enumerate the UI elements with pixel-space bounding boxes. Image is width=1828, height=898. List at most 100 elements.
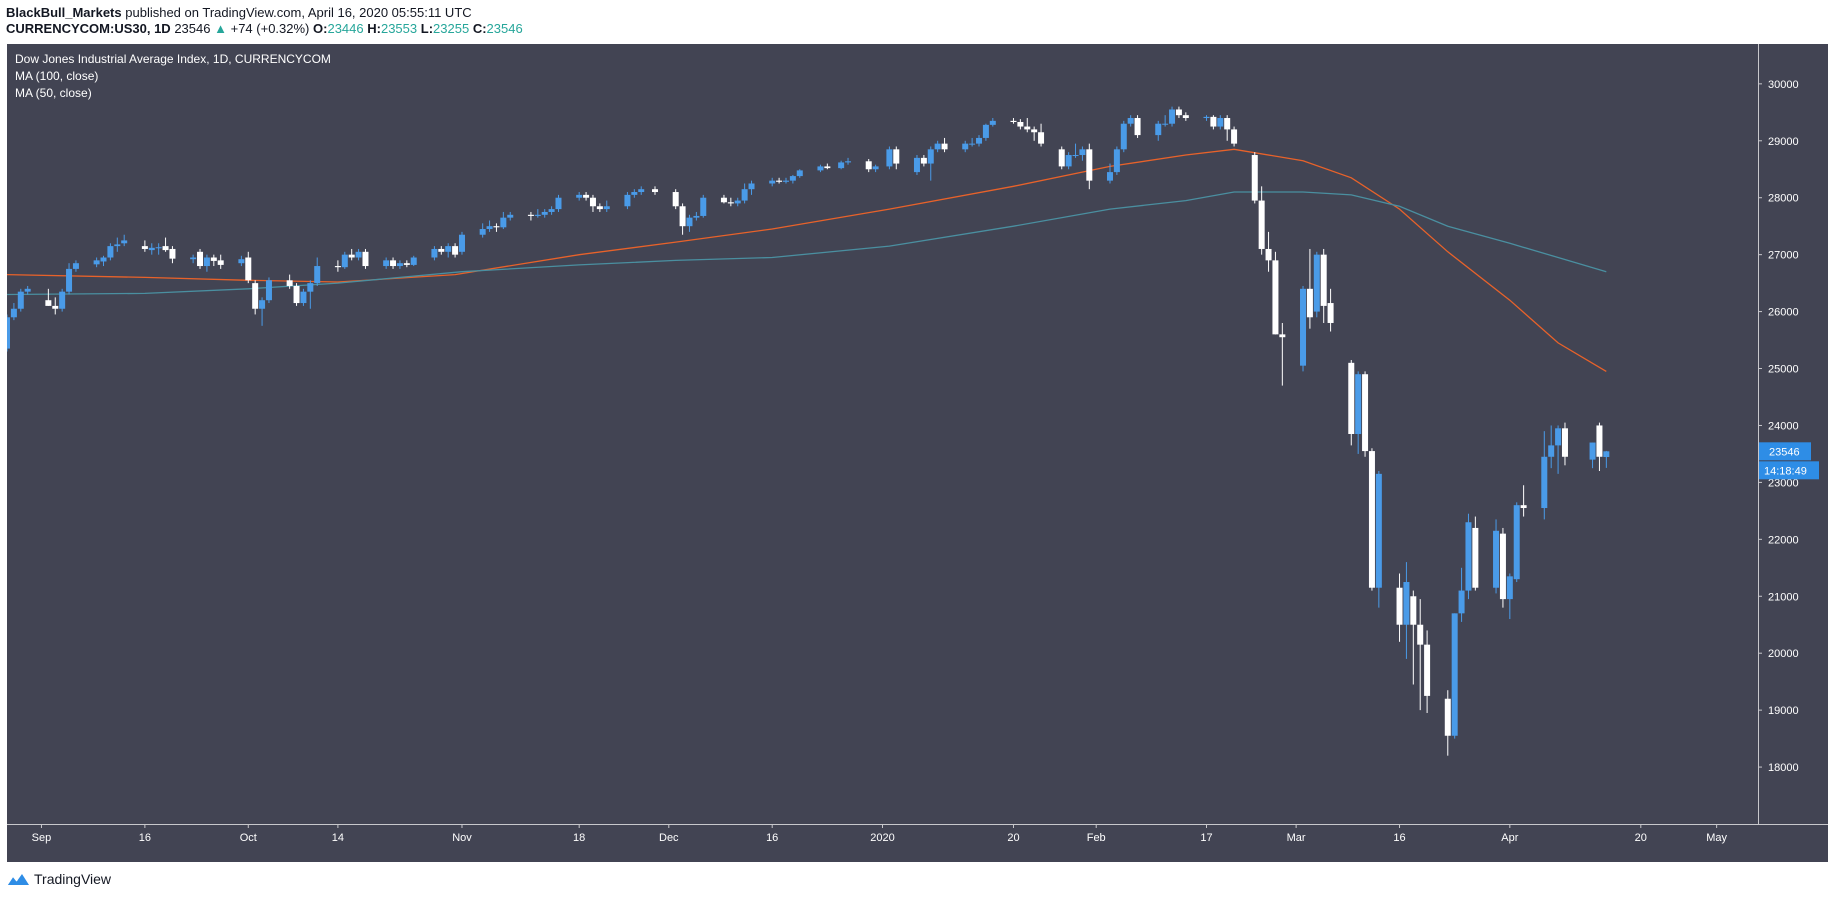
candle-down [1417,624,1424,645]
candle-up [1513,505,1520,580]
countdown-badge [1759,461,1819,480]
candle-up [1079,149,1086,156]
ma100-line [6,191,1607,296]
candle-up [741,189,748,201]
candle-up [72,263,79,269]
candle-down [438,248,445,252]
candle-up [1589,442,1596,460]
candle-down [197,251,204,267]
candle-up [300,291,307,304]
candle-down [348,254,355,258]
candle-up [24,288,31,292]
candle-down [1058,149,1065,167]
candle-down [527,214,534,216]
price-axis[interactable]: 18000 19000 20000 21000 22000 23000 24000 25000… [1758,79,1799,774]
candle-up [603,206,610,210]
candle-up [548,209,555,212]
tradingview-logo[interactable]: TradingView [6,871,111,887]
price-tick-label: 21000 [1768,591,1799,603]
candle-up [66,268,73,292]
candle-up [1106,172,1113,181]
candle-up [265,280,272,301]
candle-up [486,226,493,230]
tradingview-logo-icon [6,874,29,886]
legend-ma50[interactable]: MA (50, close) [15,86,92,100]
candle-up [838,162,845,169]
candle-up [10,308,17,318]
candle-up [59,291,66,309]
candle-down [727,202,734,204]
candle-down [672,192,679,207]
time-tick-label: 17 [1200,832,1212,844]
candle-down [1010,120,1017,122]
publisher-name[interactable]: BlackBull_Markets [6,5,122,20]
candle-up [479,229,486,235]
candle-down [1396,587,1403,625]
candle-up [1072,155,1079,157]
legend-ma100[interactable]: MA (100, close) [15,69,98,83]
candle-down [1410,596,1417,625]
candle-down [679,206,686,227]
candle-down [252,283,259,309]
symbol-label[interactable]: CURRENCYCOM:US30, 1D [6,21,171,36]
candle-up [238,259,245,264]
candle-down [596,206,603,210]
candle-down [293,285,300,304]
candle-down [1231,129,1238,144]
time-tick-label: Sep [32,832,52,844]
open-label: O: [313,21,328,36]
candle-down [45,300,52,306]
candle-down [141,246,148,249]
candle-up [190,257,197,260]
candle-down [1520,505,1527,509]
candle-down [865,161,872,170]
candle-up [458,234,465,252]
candle-down [403,263,410,265]
candle-up [1541,456,1548,509]
open-value: 23446 [327,21,364,36]
price-tick-label: 19000 [1768,705,1799,717]
candle-up [431,248,438,258]
candle-down [920,157,927,164]
candlestick-chart[interactable]: 18000 19000 20000 21000 22000 23000 24000 25000… [4,44,1828,862]
chart-area[interactable]: 18000 19000 20000 21000 22000 23000 24000 25000… [4,44,1828,862]
candle-down [334,266,341,268]
candle-up [700,197,707,216]
price-tick-label: 25000 [1768,364,1799,376]
price-tick-label: 24000 [1768,420,1799,432]
price-change: +74 (+0.32%) [230,21,310,36]
time-tick-label: Feb [1087,832,1106,844]
candle-up [396,263,403,267]
candle-down [720,197,727,203]
candle-down [1017,122,1024,127]
time-tick-label: Apr [1501,832,1518,844]
candle-up [934,143,941,150]
price-tick-label: 29000 [1768,136,1799,148]
time-tick-label: 18 [573,832,585,844]
time-tick-label: 20 [1007,832,1019,844]
candle-up [507,214,514,218]
candle-up [748,183,755,190]
candle-up [410,257,417,265]
candle-up [1203,116,1210,119]
time-tick-label: 16 [139,832,151,844]
candle-up [155,247,162,249]
candle-down [1472,527,1479,588]
time-tick-label: 14 [332,832,344,844]
time-axis[interactable]: Sep 16 Oct 14 Nov 18 Dec 16 2020 20 Feb 17 Mar 16 Apr 2… [32,824,1728,844]
candle-down [1134,118,1141,136]
candle-up [534,214,541,216]
candle-down [452,246,459,255]
candle-down [1368,451,1375,588]
candle-up [17,291,24,309]
candle-up [203,257,210,267]
candle-up [1493,530,1500,588]
candle-down [52,305,59,309]
candle-down [169,248,176,259]
candle-up [555,197,562,210]
candle-down [1561,428,1568,457]
candle-up [1603,451,1610,458]
candle-down [652,189,659,193]
footer: TradingView [0,862,1828,898]
candle-up [1548,445,1555,457]
